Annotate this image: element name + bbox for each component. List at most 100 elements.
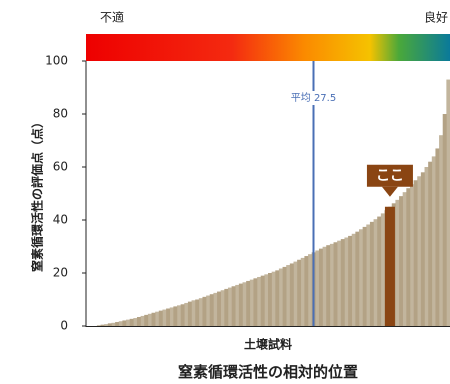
callout-arrow [381, 186, 398, 197]
bar [355, 231, 360, 326]
scale-bar [86, 34, 450, 61]
bar [431, 156, 436, 326]
bar [420, 172, 425, 326]
bar [129, 318, 134, 326]
bar [238, 283, 243, 326]
bar [409, 184, 414, 326]
bar [136, 316, 141, 326]
bar [413, 180, 418, 326]
bar [169, 307, 174, 326]
bar [166, 308, 171, 326]
bar [162, 309, 167, 326]
bar [180, 304, 185, 326]
bar [264, 274, 269, 326]
bar [359, 229, 363, 326]
bar [155, 311, 160, 326]
bar [122, 320, 127, 326]
bar [96, 325, 101, 326]
bar [417, 176, 422, 326]
bar [399, 196, 403, 326]
bar [147, 313, 152, 326]
bar [144, 314, 149, 326]
bar [297, 259, 302, 326]
bar [235, 284, 240, 326]
bar [220, 290, 225, 326]
bar [282, 266, 287, 326]
bar [435, 148, 440, 326]
y-tick-label: 100 [45, 54, 68, 68]
bar [107, 323, 112, 326]
bar [231, 286, 236, 326]
bar [278, 268, 283, 326]
bar [118, 321, 123, 326]
y-tick-label: 0 [60, 319, 68, 333]
bar [187, 301, 192, 326]
bar [271, 271, 276, 326]
bar [173, 306, 178, 326]
bar [348, 235, 353, 326]
highlight-bar [384, 206, 395, 326]
bar [224, 288, 229, 326]
bar [198, 298, 203, 326]
bar [177, 305, 181, 326]
y-axis-label: 窒素循環活性の評価点（点） [30, 116, 45, 272]
bar [253, 278, 258, 326]
bar [268, 273, 272, 326]
bar [257, 276, 262, 326]
bar [329, 243, 334, 326]
bar [104, 324, 109, 326]
bar [377, 216, 382, 326]
bar [318, 248, 323, 326]
scale-low: 不適 [100, 10, 124, 25]
bar [184, 302, 189, 326]
bar [242, 282, 247, 326]
bar [275, 270, 280, 326]
bar [369, 221, 374, 326]
bar [333, 242, 338, 326]
bar [373, 219, 378, 326]
bar [206, 295, 211, 326]
bar [202, 296, 207, 326]
bar [249, 279, 254, 326]
average-label: 平均 27.5 [291, 92, 336, 104]
bar [140, 315, 145, 326]
bar [133, 318, 138, 326]
bar [340, 239, 345, 326]
bar [308, 254, 312, 326]
bar [126, 319, 130, 326]
bar [362, 226, 367, 326]
average-label-bg [283, 91, 344, 105]
bar [424, 167, 429, 326]
bar [293, 261, 298, 326]
bar [446, 79, 450, 326]
y-tick-label: 20 [53, 266, 68, 280]
bar [344, 237, 349, 326]
callout-box [366, 164, 413, 187]
bar [428, 161, 433, 326]
bar [227, 287, 232, 326]
bar [402, 192, 407, 326]
y-tick-label: 80 [53, 107, 68, 121]
bar [100, 324, 105, 326]
callout-label: ここ [376, 168, 404, 184]
y-tick-label: 40 [53, 213, 68, 227]
bar [380, 213, 385, 326]
bar [439, 135, 444, 326]
bar [315, 250, 320, 326]
bar [337, 240, 342, 326]
bar [260, 275, 265, 326]
y-tick-label: 60 [53, 160, 68, 174]
bar [151, 312, 156, 326]
bar [442, 114, 447, 326]
bar [286, 265, 291, 326]
bar [395, 199, 400, 326]
bar [289, 263, 294, 326]
bar [304, 256, 309, 326]
bar [366, 224, 371, 326]
x-axis-label: 土壌試料 [244, 337, 292, 352]
bar [195, 299, 200, 326]
bar [300, 257, 305, 326]
bar [326, 245, 331, 326]
bar [217, 291, 221, 326]
